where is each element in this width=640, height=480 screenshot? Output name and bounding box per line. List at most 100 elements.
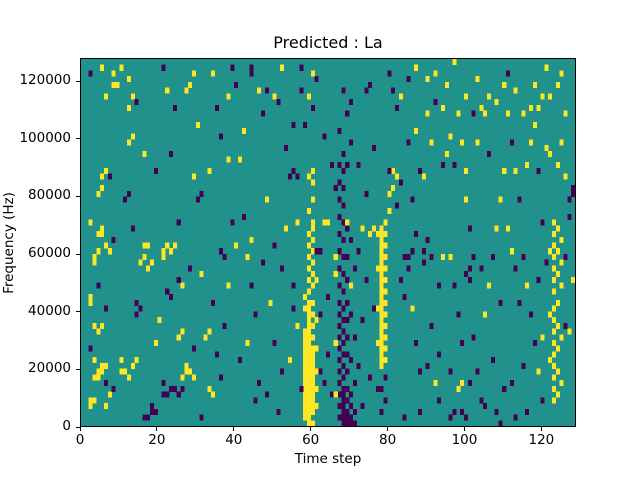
heatmap-cell — [310, 248, 315, 255]
heatmap-cell — [540, 93, 545, 100]
heatmap-cell — [215, 351, 220, 358]
heatmap-cell — [257, 87, 262, 94]
heatmap-cell — [306, 334, 311, 341]
heatmap-cell — [349, 403, 354, 410]
heatmap-cell — [337, 391, 342, 398]
heatmap-cell — [494, 99, 499, 106]
heatmap-cell — [406, 265, 411, 272]
heatmap-cell — [529, 139, 534, 146]
heatmap-cell — [337, 127, 342, 134]
heatmap-cell — [264, 391, 269, 398]
heatmap-cell — [306, 414, 311, 421]
heatmap-cell — [111, 70, 116, 77]
heatmap-cell — [264, 87, 269, 94]
heatmap-cell — [111, 236, 116, 243]
heatmap-cell — [509, 248, 514, 255]
heatmap-cell — [352, 408, 357, 415]
heatmap-cell — [383, 357, 388, 364]
heatmap-cell — [379, 294, 384, 301]
heatmap-cell — [303, 345, 308, 352]
y-tick-label: 100000 — [19, 129, 71, 146]
heatmap-cell — [130, 225, 135, 232]
heatmap-cell — [352, 380, 357, 387]
heatmap-cell — [395, 202, 400, 209]
heatmap-cell — [552, 288, 557, 295]
heatmap-cell — [383, 288, 388, 295]
y-tick-mark — [76, 426, 80, 428]
heatmap-cell — [192, 173, 197, 180]
heatmap-cell — [406, 253, 411, 260]
heatmap-cell — [103, 93, 108, 100]
heatmap-cell — [529, 104, 534, 111]
x-tick-label: 20 — [148, 432, 166, 448]
heatmap-cell — [555, 81, 560, 88]
heatmap-cell — [532, 339, 537, 347]
heatmap-cell — [169, 294, 174, 301]
heatmap-cell — [329, 391, 334, 398]
heatmap-cell — [337, 311, 342, 318]
heatmap-cell — [107, 391, 112, 398]
heatmap-cell — [456, 110, 461, 117]
heatmap-cell — [571, 276, 575, 283]
heatmap-cell — [126, 139, 131, 146]
heatmap-cell — [402, 253, 407, 260]
heatmap-cell — [552, 231, 557, 238]
x-tick-mark — [387, 427, 389, 431]
heatmap-cell — [280, 64, 285, 71]
heatmap-cell — [563, 110, 568, 117]
heatmap-cell — [299, 385, 304, 392]
heatmap-cell — [310, 362, 315, 369]
heatmap-cell — [475, 76, 480, 83]
heatmap-cell — [345, 162, 350, 169]
heatmap-cell — [303, 374, 308, 381]
heatmap-cell — [199, 414, 204, 421]
heatmap-cell — [444, 150, 449, 157]
heatmap-cell — [303, 380, 308, 387]
heatmap-cell — [134, 357, 139, 364]
heatmap-cell — [100, 362, 105, 369]
heatmap-cell — [238, 156, 243, 163]
heatmap-cell — [555, 299, 560, 306]
heatmap-cell — [272, 339, 277, 347]
heatmap-cell — [306, 93, 311, 100]
heatmap-cell — [165, 87, 170, 94]
heatmap-cell — [207, 167, 212, 174]
heatmap-cell — [364, 276, 369, 283]
heatmap-cell — [238, 357, 243, 364]
heatmap-cell — [525, 162, 530, 169]
heatmap-cell — [165, 242, 170, 249]
heatmap-cell — [391, 167, 396, 174]
heatmap-cell — [540, 334, 545, 341]
heatmap-cell — [341, 374, 346, 381]
heatmap-cell — [425, 76, 430, 83]
heatmap-cell — [322, 133, 327, 140]
heatmap-cell — [486, 150, 491, 157]
heatmap-cell — [218, 248, 223, 255]
x-tick-mark — [310, 427, 312, 431]
heatmap-cell — [333, 339, 338, 347]
heatmap-cell — [368, 81, 373, 88]
heatmap-cell — [563, 253, 568, 260]
heatmap-cell — [306, 299, 311, 306]
heatmap-cell — [184, 362, 189, 369]
heatmap-cell — [525, 408, 530, 415]
x-tick-mark — [156, 427, 158, 431]
heatmap-cell — [123, 368, 128, 375]
heatmap-cell — [352, 420, 357, 426]
heatmap-cell — [310, 219, 315, 226]
heatmap-cell — [379, 317, 384, 324]
heatmap-cell — [383, 242, 388, 249]
heatmap-cell — [295, 173, 300, 180]
heatmap-cell — [410, 196, 415, 203]
heatmap-cell — [552, 385, 557, 392]
heatmap-cell — [395, 104, 400, 111]
heatmap-cell — [467, 225, 472, 232]
heatmap-cell — [417, 368, 423, 375]
heatmap-cell — [100, 185, 105, 192]
heatmap-cell — [306, 173, 311, 180]
y-tick-label: 120000 — [19, 72, 71, 89]
heatmap-cell — [303, 339, 308, 347]
heatmap-cell — [303, 357, 308, 364]
heatmap-cell — [306, 351, 311, 358]
heatmap-cell — [276, 99, 281, 106]
